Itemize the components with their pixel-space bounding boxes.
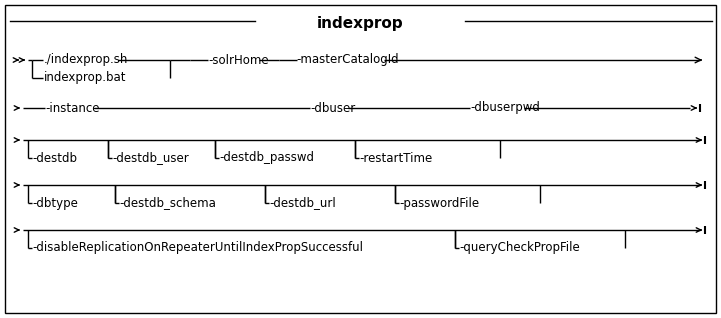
Text: indexprop: indexprop — [317, 16, 403, 31]
Text: -destdb_user: -destdb_user — [112, 151, 189, 164]
Text: -passwordFile: -passwordFile — [399, 197, 479, 210]
Text: -solrHome: -solrHome — [208, 53, 269, 66]
Text: -destdb_schema: -destdb_schema — [119, 197, 216, 210]
Text: -destdb_url: -destdb_url — [269, 197, 336, 210]
Text: -destdb: -destdb — [32, 151, 77, 164]
Text: -disableReplicationOnRepeaterUntilIndexPropSuccessful: -disableReplicationOnRepeaterUntilIndexP… — [32, 241, 363, 254]
Text: -masterCatalogId: -masterCatalogId — [297, 53, 399, 66]
Text: -dbuser: -dbuser — [310, 101, 355, 114]
Text: -destdb_passwd: -destdb_passwd — [219, 151, 314, 164]
Text: -instance: -instance — [45, 101, 99, 114]
Text: -queryCheckPropFile: -queryCheckPropFile — [459, 241, 580, 254]
Text: -dbuserpwd: -dbuserpwd — [470, 101, 540, 114]
Text: -restartTime: -restartTime — [359, 151, 433, 164]
Text: indexprop.bat: indexprop.bat — [44, 72, 126, 85]
Text: -dbtype: -dbtype — [32, 197, 78, 210]
Text: ./indexprop.sh: ./indexprop.sh — [44, 53, 128, 66]
